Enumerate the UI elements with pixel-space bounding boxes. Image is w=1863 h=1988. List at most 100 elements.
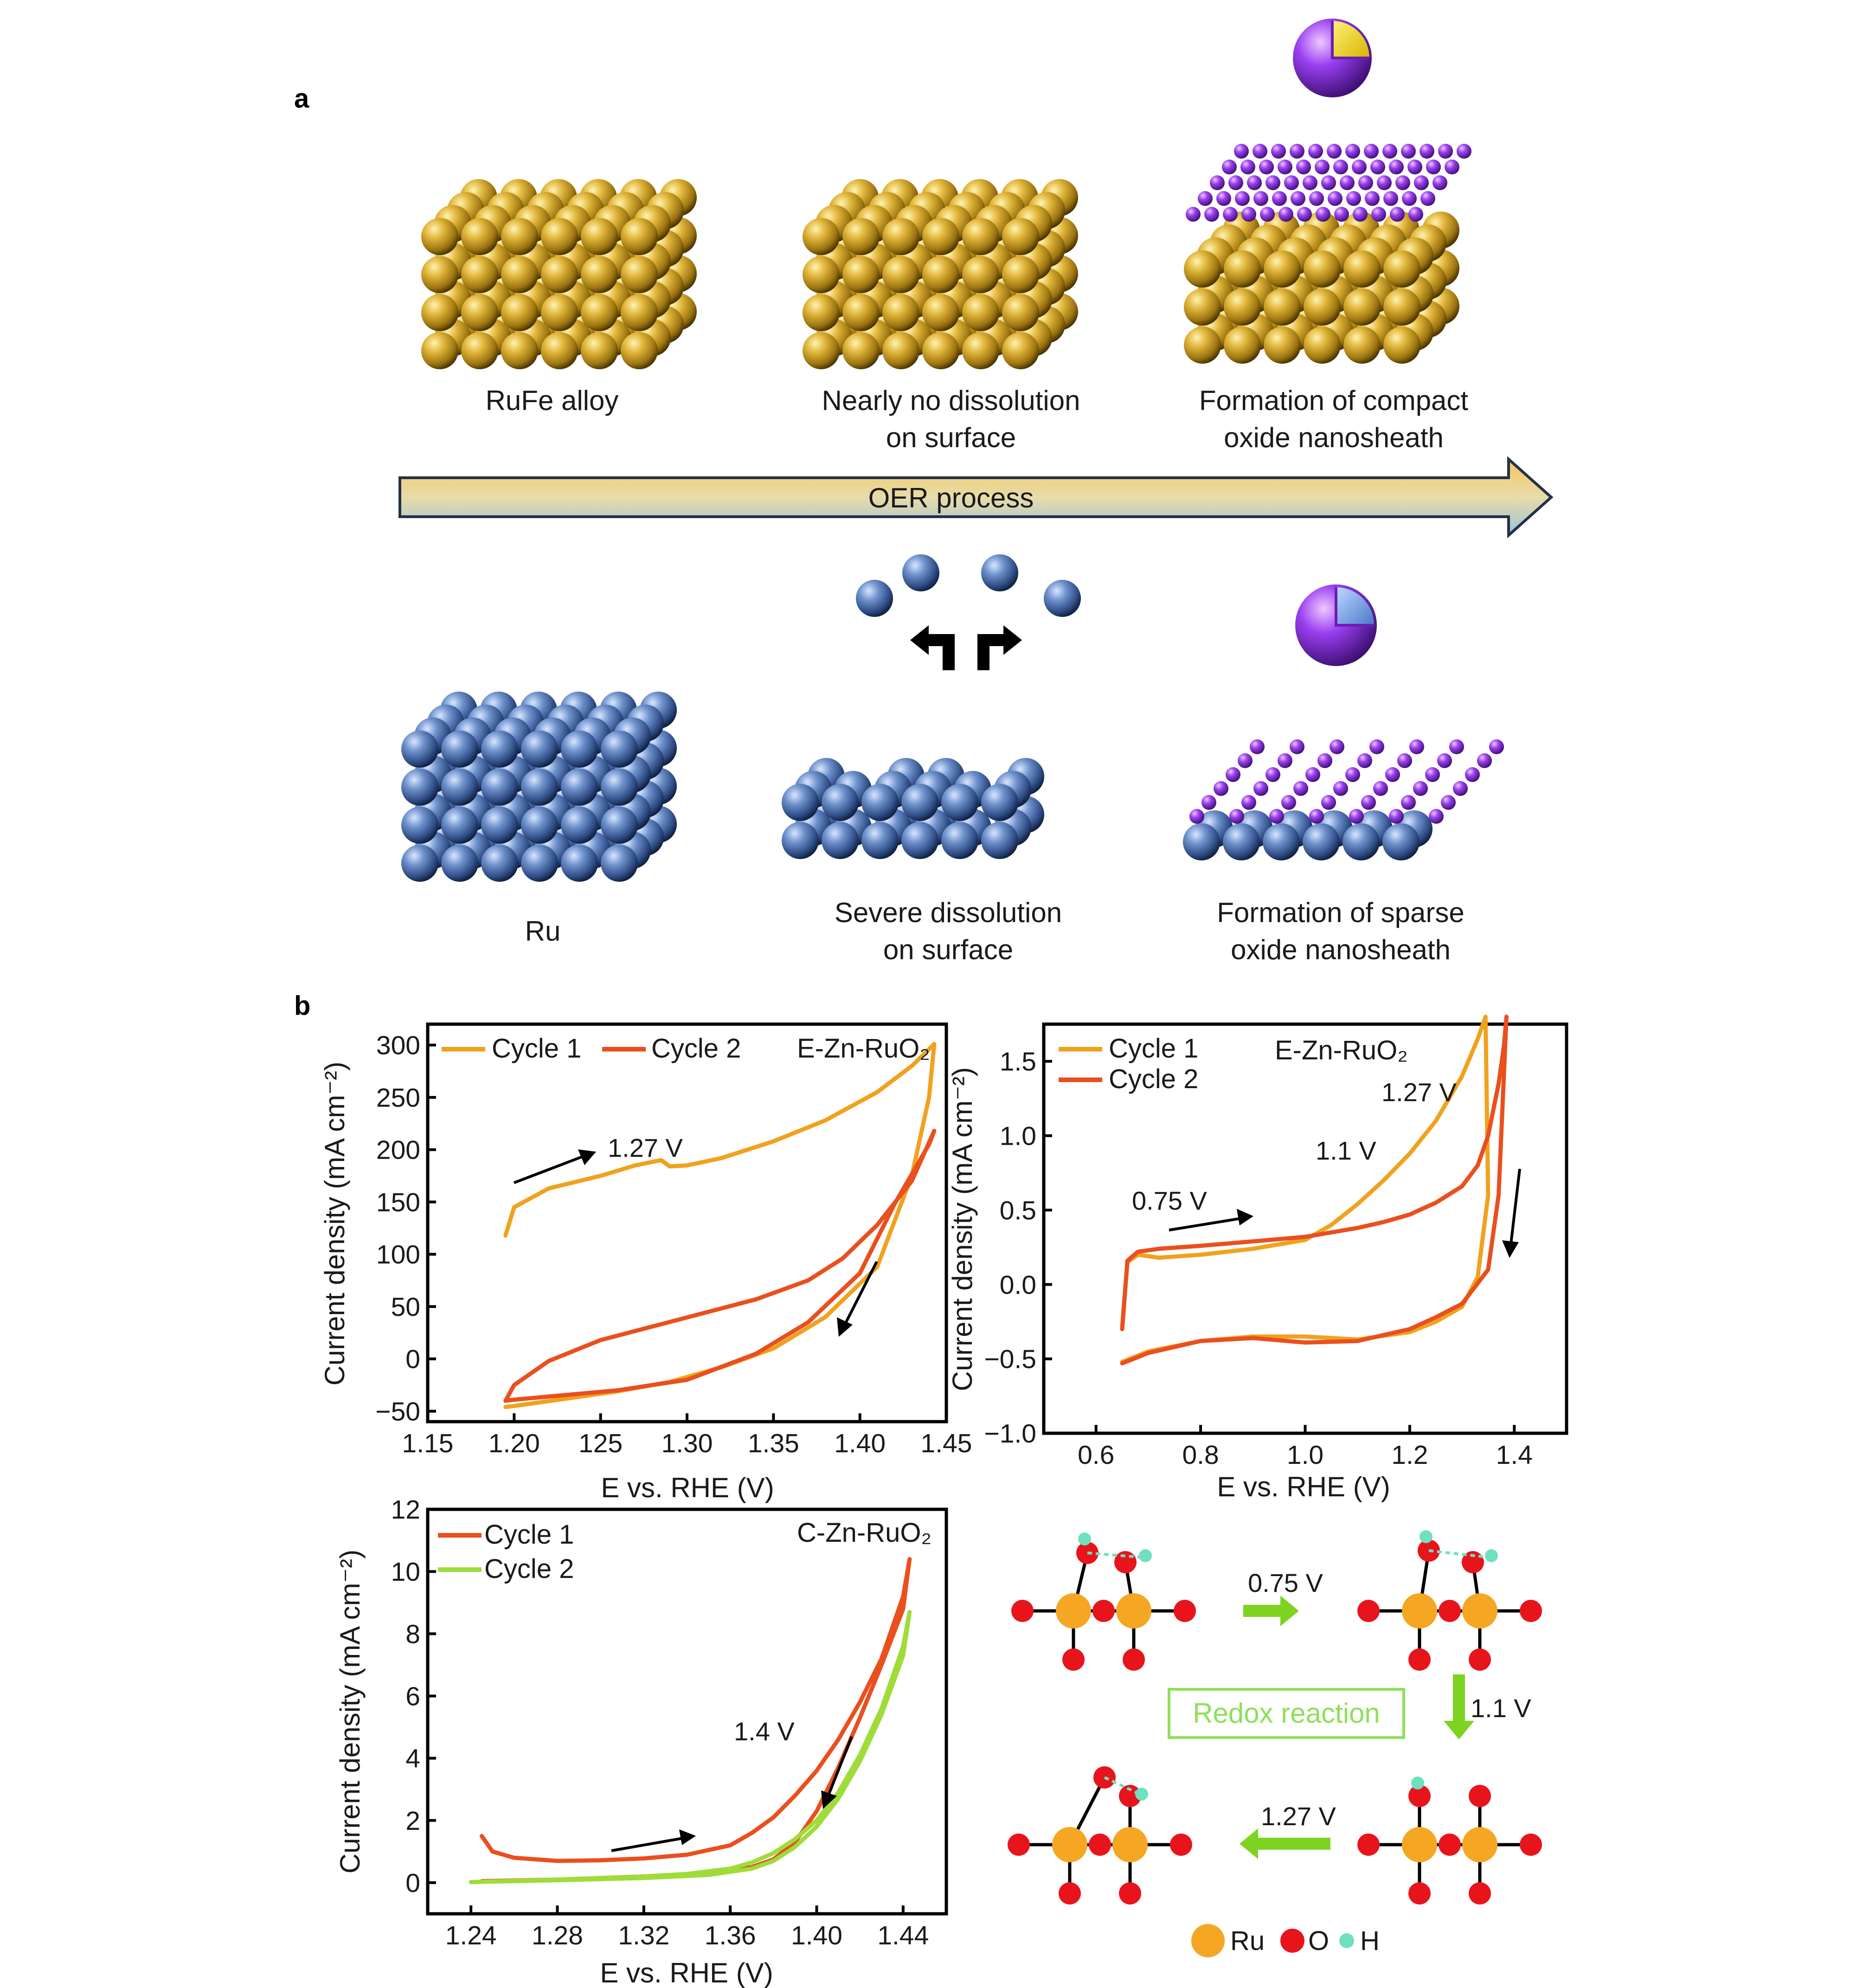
- chart-2-arrowhead-forward: [1237, 1209, 1253, 1225]
- ruthenium-atom: [1462, 1827, 1497, 1862]
- caption-severe-dissolution-2: on surface: [883, 934, 1013, 965]
- oxide-sphere: [1253, 781, 1268, 796]
- caption-severe-dissolution-1: Severe dissolution: [835, 897, 1062, 928]
- atom-sphere: [601, 845, 638, 882]
- chart-1-ylabel: Current density (mA cm⁻²): [319, 1062, 350, 1385]
- oxide-sphere: [1383, 191, 1398, 206]
- oxide-sphere: [1489, 739, 1504, 754]
- chart-3-arrowhead-forward: [679, 1829, 696, 1845]
- oxide-sphere: [1389, 160, 1404, 174]
- chart-3-legend: Cycle 1 Cycle 2: [438, 1520, 574, 1584]
- chart-3-sample-label: C-Zn-RuO₂: [797, 1518, 932, 1548]
- oxygen-atom: [1089, 1834, 1111, 1856]
- oxide-sphere: [1308, 144, 1323, 159]
- oxygen-atom: [1408, 1882, 1431, 1905]
- panel-b-label: b: [294, 991, 310, 1021]
- molecule-state-2: [1357, 1530, 1542, 1671]
- oxide-sphere: [1346, 191, 1361, 206]
- redox-reaction-label: Redox reaction: [1193, 1698, 1380, 1729]
- atom-sphere: [441, 731, 478, 768]
- oxygen-atom: [1174, 1600, 1196, 1622]
- atom-sphere: [441, 807, 478, 844]
- oxygen-atom: [1520, 1834, 1542, 1856]
- oxide-sphere: [1438, 144, 1453, 159]
- y-tick-label: 300: [376, 1031, 420, 1060]
- chart-2-ylabel: Current density (mA cm⁻²): [947, 1067, 978, 1391]
- y-tick-label: 1.5: [1000, 1047, 1036, 1077]
- atom-sphere: [941, 784, 978, 821]
- oxygen-atom: [1469, 1785, 1491, 1807]
- atom-sphere: [861, 784, 899, 821]
- chart-3-arrow-forward: [611, 1836, 686, 1852]
- hydrogen-atom: [1139, 1549, 1152, 1562]
- chart-1-arrow-reverse: [842, 1261, 878, 1328]
- atom-sphere: [1343, 289, 1381, 326]
- oxide-sphere: [1333, 160, 1348, 174]
- panel-b: b 1.15 1.20 125 1.30 1.35 1.40 1.4530025020015…: [294, 991, 1568, 1988]
- oxide-sphere: [1216, 191, 1231, 206]
- oxide-sphere: [1429, 809, 1444, 824]
- x-tick-label: 1.28: [532, 1921, 583, 1950]
- oxide-sphere: [1371, 207, 1386, 222]
- panel-a: a OER process RuFe alloy Nearly no disso…: [294, 19, 1554, 965]
- dissolved-atom: [856, 580, 893, 617]
- chart-2-legend-cycle-2: Cycle 2: [1109, 1064, 1198, 1094]
- atom-sphere: [521, 845, 558, 882]
- y-tick-label: 0.0: [1000, 1270, 1036, 1300]
- dissolution-arrows: [910, 625, 1022, 670]
- y-tick-label: 8: [405, 1619, 420, 1649]
- atom-sphere: [441, 845, 478, 882]
- x-tick-label: 1.40: [834, 1429, 886, 1458]
- oer-process-arrow: OER process: [398, 456, 1554, 539]
- oxide-sphere: [1385, 767, 1400, 782]
- atom-sphere: [1343, 327, 1381, 364]
- slab-no-dissolution: [803, 179, 1078, 369]
- oxide-sphere: [1241, 207, 1256, 222]
- atom-sphere: [803, 218, 840, 255]
- oxide-sphere: [1210, 175, 1225, 190]
- chart-c-zn-ruo2: 1.24 1.28 1.32 1.36 1.40 1.44 12 10 8 6 4 2 0 E vs. …: [334, 1495, 948, 1988]
- oxide-sphere: [1222, 160, 1237, 174]
- y-tick-label: 150: [376, 1187, 420, 1217]
- atom-sphere: [782, 822, 819, 859]
- oxide-sphere: [1433, 175, 1447, 190]
- oxide-sphere: [1198, 191, 1213, 206]
- oxygen-atom: [1357, 1600, 1380, 1622]
- oxide-sphere: [1290, 144, 1304, 159]
- compact-oxide-sheath: [1186, 144, 1471, 222]
- oxide-sphere: [1253, 144, 1267, 159]
- atom-sphere: [541, 294, 578, 331]
- atom-sphere: [882, 218, 919, 255]
- oxide-sphere: [1409, 739, 1424, 754]
- x-tick-label: 1.20: [488, 1429, 540, 1458]
- oxide-sphere: [1333, 781, 1348, 796]
- atom-sphere: [1002, 218, 1039, 255]
- chart-1-arrowhead-forward: [578, 1149, 596, 1165]
- oxide-sphere: [1303, 175, 1317, 190]
- chart-3-annotation: 1.4 V: [734, 1717, 795, 1746]
- atom-sphere: [581, 218, 618, 255]
- atom-sphere: [481, 807, 518, 844]
- atom-slabs: [401, 144, 1504, 882]
- oxygen-atom: [1469, 1648, 1491, 1671]
- oxygen-atom: [1119, 1882, 1141, 1905]
- oxide-sphere: [1240, 160, 1255, 174]
- atom-sphere: [501, 294, 538, 331]
- oxide-sphere: [1253, 191, 1268, 206]
- legend-h-label: H: [1360, 1926, 1380, 1956]
- atom-sphere: [1002, 294, 1039, 331]
- chart-2-sample-label: E-Zn-RuO₂: [1275, 1035, 1408, 1065]
- y-tick-label: −0.5: [984, 1345, 1036, 1374]
- oxide-sphere: [1278, 207, 1293, 222]
- oxide-sphere: [1186, 207, 1201, 222]
- oxygen-atom: [1408, 1648, 1431, 1671]
- oxygen-atom: [1170, 1834, 1192, 1856]
- atom-sphere: [501, 332, 538, 369]
- oxide-sphere: [1309, 191, 1324, 206]
- oxide-sphere: [1297, 207, 1312, 222]
- oxygen-atom: [1439, 1834, 1461, 1856]
- atom-sphere: [601, 769, 638, 806]
- ruthenium-atom: [1402, 1827, 1437, 1862]
- dissolved-atom: [902, 554, 939, 591]
